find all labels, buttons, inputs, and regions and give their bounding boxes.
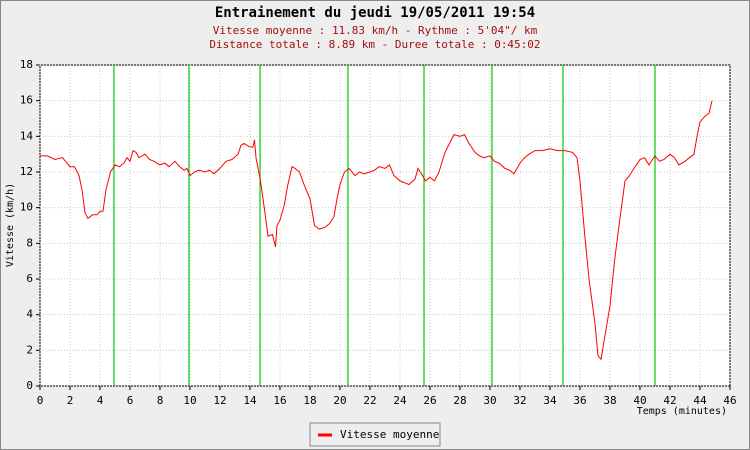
y-tick-label: 10: [20, 201, 33, 214]
x-axis-label: Temps (minutes): [637, 406, 727, 417]
y-tick-label: 2: [26, 343, 33, 356]
y-tick-label: 12: [20, 165, 33, 178]
y-axis-label: Vitesse (km/h): [5, 183, 16, 267]
x-tick-label: 20: [333, 394, 346, 407]
y-tick-label: 16: [20, 94, 33, 107]
x-tick-label: 16: [273, 394, 286, 407]
x-tick-label: 26: [423, 394, 436, 407]
x-tick-label: 8: [157, 394, 164, 407]
x-tick-label: 6: [127, 394, 134, 407]
x-tick-label: 40: [633, 394, 646, 407]
x-tick-label: 2: [67, 394, 74, 407]
x-tick-label: 18: [303, 394, 316, 407]
y-tick-label: 18: [20, 58, 33, 71]
x-tick-label: 0: [37, 394, 44, 407]
x-tick-label: 24: [393, 394, 407, 407]
x-tick-label: 34: [543, 394, 557, 407]
x-tick-label: 22: [363, 394, 376, 407]
x-tick-label: 42: [663, 394, 676, 407]
x-tick-label: 44: [693, 394, 707, 407]
plot-area: [39, 64, 731, 387]
subtitle: Distance totale : 8.89 km - Duree totale…: [209, 38, 540, 51]
y-tick-label: 14: [20, 129, 34, 142]
legend-label: Vitesse moyenne: [340, 428, 439, 441]
x-tick-label: 4: [97, 394, 104, 407]
line-series: [40, 100, 713, 361]
x-tick-label: 32: [513, 394, 526, 407]
x-tick-label: 46: [723, 394, 736, 407]
x-tick-label: 36: [573, 394, 586, 407]
y-tick-label: 4: [26, 308, 33, 321]
y-tick-label: 0: [26, 379, 33, 392]
legend: [309, 422, 441, 447]
subtitle: Vitesse moyenne : 11.83 km/h - Rythme : …: [213, 24, 538, 37]
y-tick-label: 6: [26, 272, 33, 285]
chart-title: Entrainement du jeudi 19/05/2011 19:54: [215, 5, 535, 21]
x-tick-label: 28: [453, 394, 466, 407]
x-tick-label: 12: [213, 394, 226, 407]
x-tick-label: 14: [243, 394, 257, 407]
x-tick-label: 30: [483, 394, 496, 407]
y-tick-label: 8: [26, 236, 33, 249]
x-tick-label: 10: [183, 394, 196, 407]
x-tick-label: 38: [603, 394, 616, 407]
